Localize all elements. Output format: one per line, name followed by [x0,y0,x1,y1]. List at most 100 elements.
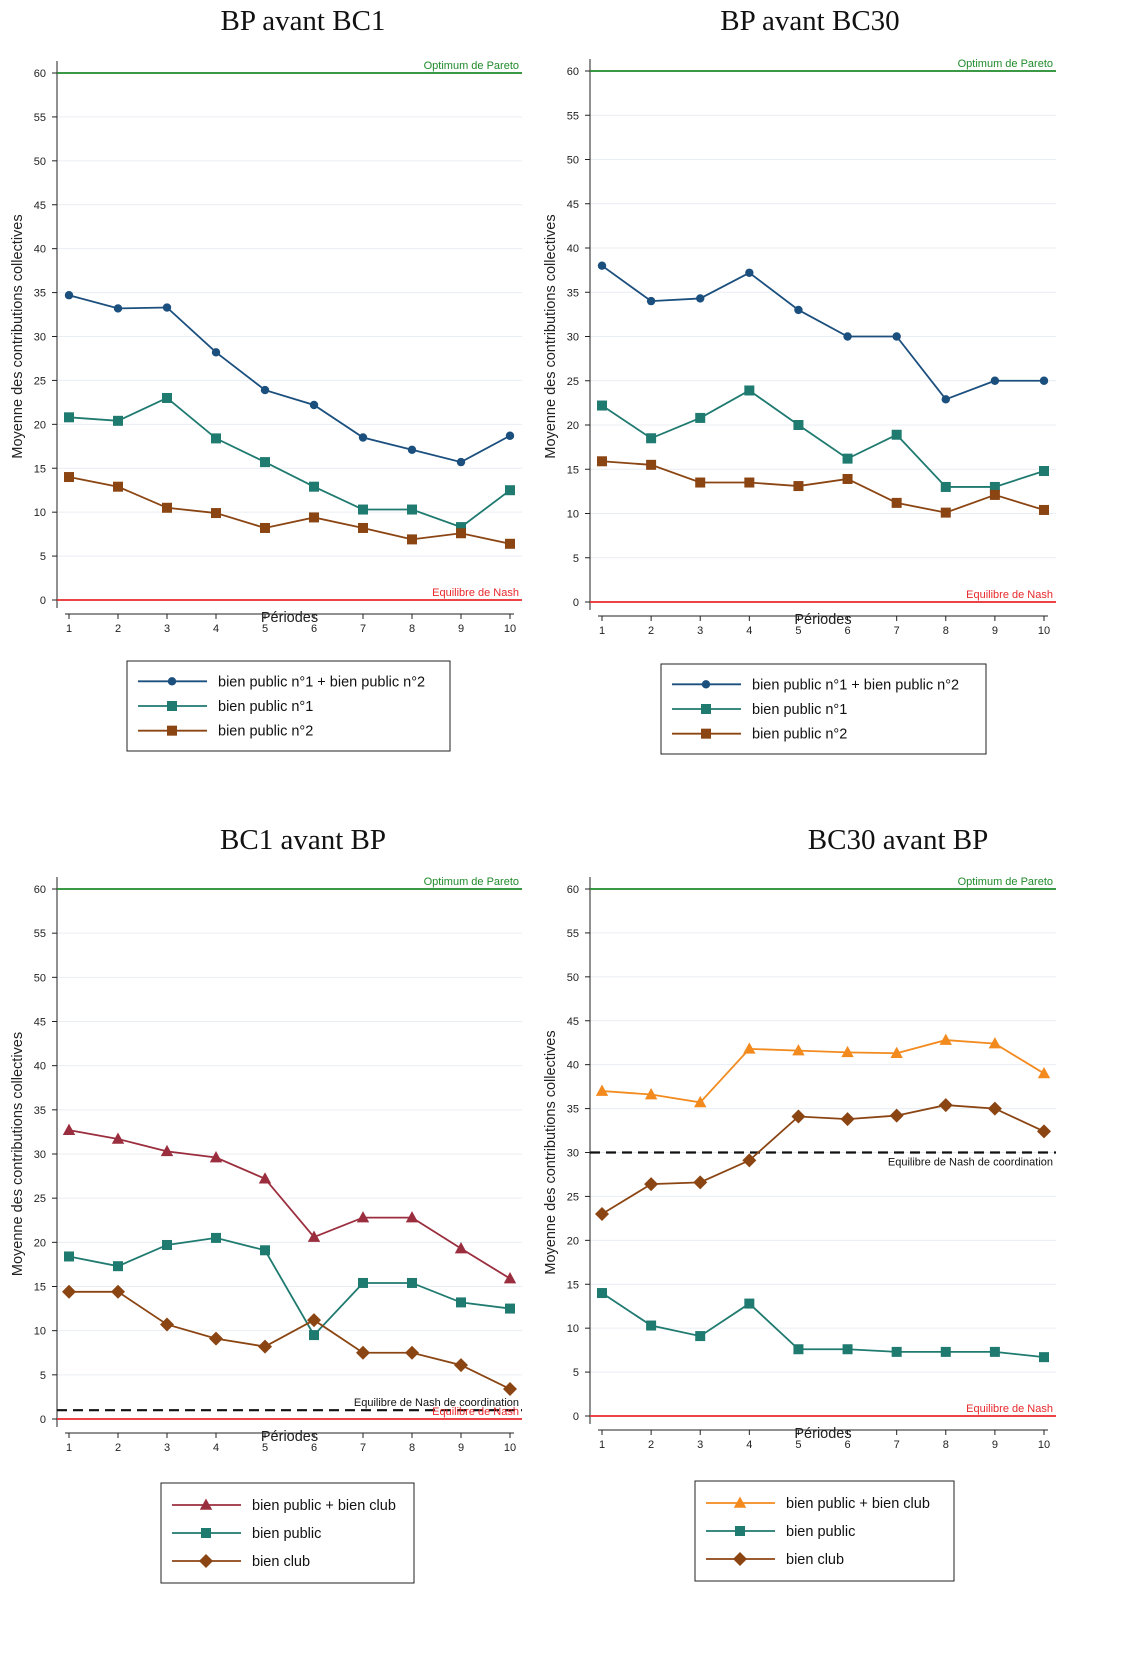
legend: bien public n°1 + bien public n°2 bien pu… [126,660,451,752]
data-point [456,522,466,533]
y-tick-label: 45 [567,199,579,211]
data-point [407,1277,417,1288]
data-point [794,305,803,315]
x-tick-label: 7 [894,1439,900,1451]
data-point [258,1339,272,1354]
data-point [597,261,607,270]
data-point [793,420,804,430]
legend-marker [199,1498,213,1510]
data-point [840,1112,855,1127]
x-tick-label: 10 [1038,1439,1050,1451]
data-point [889,1108,904,1123]
legend-label: bien public + bien club [786,1496,930,1512]
data-point [695,477,706,488]
y-tick-label: 55 [567,928,579,940]
x-tick-label: 6 [311,623,317,635]
data-point [597,456,607,467]
data-point [505,431,515,440]
x-tick-label: 6 [844,625,850,637]
series-line [601,1292,1045,1359]
x-tick-label: 3 [164,623,170,635]
x-tick-label: 7 [360,1442,366,1454]
y-tick-label: 40 [34,244,46,256]
series-line [68,476,511,545]
data-point [62,1123,76,1135]
data-point [644,1177,659,1192]
x-tick-label: 8 [943,1439,949,1451]
data-point [503,1381,517,1396]
x-axis-label: Périodes [261,1429,318,1445]
y-tick-label: 30 [567,1148,579,1160]
y-tick-label: 20 [34,1237,46,1249]
data-point [358,504,368,515]
data-point [162,1239,172,1250]
x-tick-label: 8 [409,1442,415,1454]
data-point [64,472,74,483]
y-tick-label: 40 [567,1060,579,1072]
data-point [260,385,270,395]
x-tick-label: 5 [262,623,268,635]
series-1 [595,1033,1051,1108]
y-tick-label: 55 [34,112,46,124]
y-tick-label: 15 [567,1279,579,1291]
y-tick-label: 30 [567,332,579,344]
y-tick-label: 25 [34,1193,46,1205]
reference-line-label: Equilibre de Nash [966,589,1053,601]
series-line [601,389,1045,488]
data-point [597,400,607,411]
legend-marker [201,1528,211,1538]
data-point [209,1331,223,1346]
y-tick-label: 60 [34,68,46,80]
legend-marker [167,677,177,686]
data-point [793,481,804,492]
data-point [113,1261,123,1272]
data-point [940,481,951,492]
legend-marker [167,701,177,711]
y-tick-label: 35 [34,1105,46,1117]
data-point [988,1037,1002,1049]
y-tick-label: 30 [34,332,46,344]
data-point [505,485,515,496]
data-point [454,1242,468,1254]
data-point [891,497,902,508]
data-point [258,1172,272,1184]
y-tick-label: 55 [567,110,579,122]
data-point [842,473,853,484]
data-point [940,507,951,518]
y-tick-label: 20 [567,1235,579,1247]
series-3 [595,1098,1051,1221]
data-point [792,1044,805,1056]
data-point [405,1345,419,1360]
data-point [64,291,74,300]
series-3 [64,472,515,549]
y-tick-label: 20 [567,420,579,432]
y-tick-label: 40 [34,1061,46,1073]
y-tick-label: 10 [567,1323,579,1335]
y-tick-label: 50 [567,155,579,167]
legend-marker [733,1552,747,1566]
legend: bien public n°1 + bien public n°2 bien pu… [660,663,987,755]
legend-marker [701,680,711,689]
data-point [987,1101,1002,1116]
x-tick-label: 8 [943,625,949,637]
legend-label: bien club [252,1554,310,1570]
y-tick-label: 5 [40,551,46,563]
reference-line-label: Optimum de Pareto [424,60,519,72]
series-line [601,460,1045,514]
legend-marker [701,704,711,714]
y-tick-label: 20 [34,419,46,431]
data-point [307,1313,321,1328]
y-tick-label: 35 [567,287,579,299]
x-tick-label: 2 [115,1442,121,1454]
data-point [938,1098,953,1113]
data-point [595,1206,609,1221]
series-1 [597,261,1049,404]
y-tick-label: 50 [34,156,46,168]
data-point [407,504,417,515]
data-point [309,481,319,492]
series-line [68,1237,511,1337]
data-point [407,445,417,455]
